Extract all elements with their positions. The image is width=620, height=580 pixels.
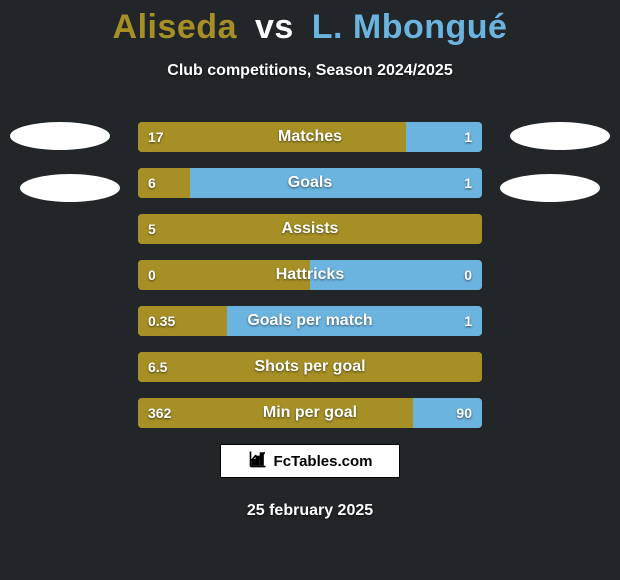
stat-bar-player1-segment bbox=[138, 214, 482, 244]
stat-value-player2: 0 bbox=[454, 260, 482, 290]
stat-bar: 171Matches bbox=[138, 122, 482, 152]
stat-value-player1: 6 bbox=[138, 168, 166, 198]
stat-bar: 00Hattricks bbox=[138, 260, 482, 290]
chart-icon bbox=[248, 449, 268, 473]
title-player2: L. Mbongué bbox=[312, 8, 508, 46]
stat-bar-player2-segment bbox=[190, 168, 482, 198]
stat-value-player2 bbox=[462, 214, 482, 244]
player1-badge-placeholder-2 bbox=[20, 174, 120, 202]
player1-badge-placeholder-1 bbox=[10, 122, 110, 150]
stat-bar: 61Goals bbox=[138, 168, 482, 198]
stat-bar-player2-segment bbox=[227, 306, 482, 336]
title-player1: Aliseda bbox=[113, 8, 237, 46]
stat-value-player2: 1 bbox=[454, 122, 482, 152]
stat-value-player1: 5 bbox=[138, 214, 166, 244]
stat-value-player2: 90 bbox=[446, 398, 482, 428]
stat-bar-player1-segment bbox=[138, 122, 406, 152]
stat-value-player2: 1 bbox=[454, 168, 482, 198]
title-vs: vs bbox=[255, 8, 294, 46]
stat-bar: 36290Min per goal bbox=[138, 398, 482, 428]
source-badge: FcTables.com bbox=[220, 444, 400, 478]
stat-value-player1: 0.35 bbox=[138, 306, 185, 336]
subtitle: Club competitions, Season 2024/2025 bbox=[0, 62, 620, 80]
stat-bar: 5Assists bbox=[138, 214, 482, 244]
stat-bar: 0.351Goals per match bbox=[138, 306, 482, 336]
player2-badge-placeholder-2 bbox=[500, 174, 600, 202]
stat-bar: 6.5Shots per goal bbox=[138, 352, 482, 382]
stat-value-player1: 17 bbox=[138, 122, 174, 152]
player2-badge-placeholder-1 bbox=[510, 122, 610, 150]
date-text: 25 february 2025 bbox=[0, 502, 620, 520]
stat-value-player1: 362 bbox=[138, 398, 181, 428]
source-badge-text: FcTables.com bbox=[274, 453, 373, 470]
stat-value-player2 bbox=[462, 352, 482, 382]
stat-bar-player1-segment bbox=[138, 352, 482, 382]
page-title: Aliseda vs L. Mbongué bbox=[0, 0, 620, 44]
comparison-chart: 171Matches61Goals5Assists00Hattricks0.35… bbox=[138, 122, 482, 444]
stat-value-player1: 6.5 bbox=[138, 352, 177, 382]
stat-value-player2: 1 bbox=[454, 306, 482, 336]
stat-value-player1: 0 bbox=[138, 260, 166, 290]
